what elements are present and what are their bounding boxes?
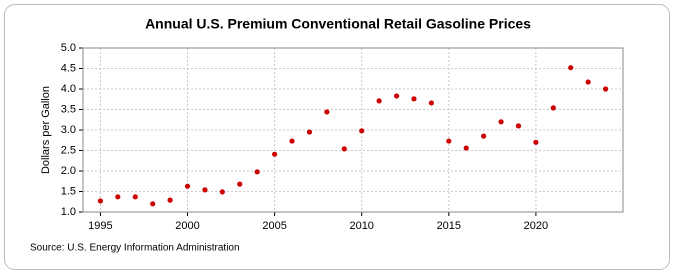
data-point (167, 197, 173, 203)
data-point (515, 123, 522, 129)
data-point (393, 93, 400, 99)
x-tick-label: 2010 (349, 220, 373, 232)
y-tick-label: 2.5 (61, 144, 76, 156)
data-point (376, 98, 382, 104)
y-tick-label: 5.0 (61, 42, 76, 54)
data-point (324, 109, 330, 115)
x-tick-label: 2005 (262, 220, 286, 232)
data-point (463, 145, 469, 151)
chart-frame (4, 4, 670, 270)
x-tick-label: 1995 (88, 220, 112, 232)
data-point (237, 181, 243, 187)
chart-title: Annual U.S. Premium Conventional Retail … (145, 16, 531, 32)
y-tick-label: 2.0 (61, 165, 76, 177)
y-axis-label: Dollars per Gallon (40, 86, 52, 174)
y-tick-label: 3.0 (61, 124, 76, 136)
data-point (341, 146, 347, 152)
data-point (359, 128, 365, 134)
y-tick-label: 4.0 (61, 83, 76, 95)
y-tick-label: 1.0 (61, 206, 76, 218)
data-point (254, 169, 260, 175)
data-point (498, 119, 504, 125)
y-tick-label: 1.5 (61, 185, 76, 197)
data-point (550, 105, 556, 111)
data-point (97, 198, 104, 204)
plot-area (82, 47, 624, 213)
data-point (533, 139, 539, 145)
y-tick-label: 3.5 (61, 103, 76, 115)
x-tick-label: 2000 (175, 220, 199, 232)
data-point (306, 129, 313, 135)
data-point (568, 65, 574, 71)
data-point (202, 187, 208, 193)
y-tick-label: 4.5 (61, 62, 76, 74)
data-point (150, 201, 156, 207)
data-point (428, 100, 434, 106)
data-point (272, 151, 278, 157)
data-point (132, 194, 138, 200)
data-point (446, 138, 452, 144)
data-point (184, 183, 191, 189)
data-point (411, 96, 417, 102)
data-point (481, 133, 487, 139)
data-point (115, 194, 121, 200)
data-point (289, 138, 295, 144)
data-point (602, 86, 609, 92)
x-tick-label: 2020 (524, 220, 548, 232)
source-note: Source: U.S. Energy Information Administ… (30, 243, 240, 254)
data-point (219, 189, 225, 195)
data-point (585, 79, 591, 85)
x-tick-label: 2015 (437, 220, 461, 232)
